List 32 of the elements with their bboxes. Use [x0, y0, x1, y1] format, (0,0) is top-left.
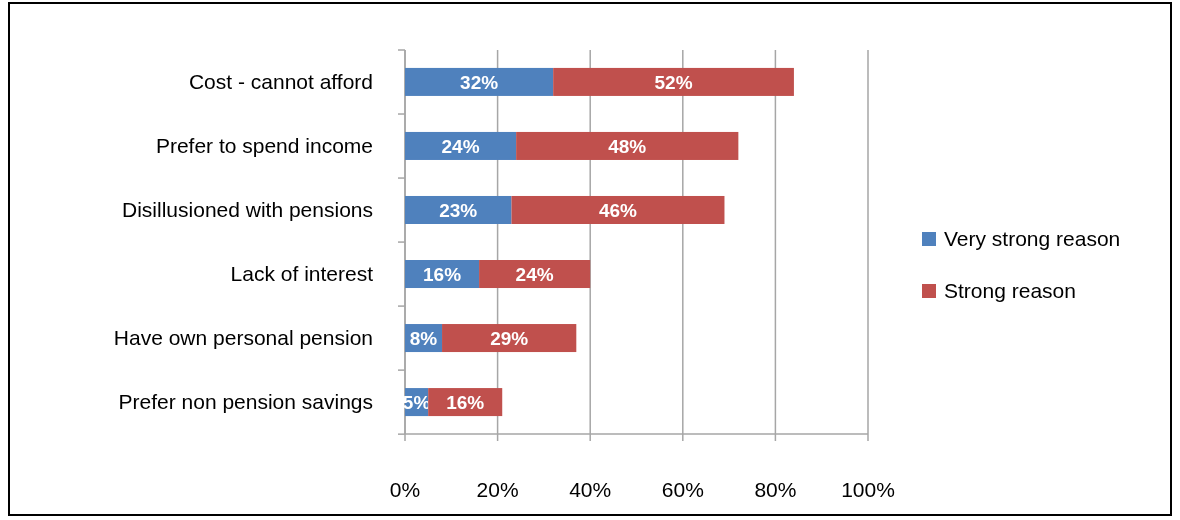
y-tick-label: Prefer to spend income	[155, 134, 373, 158]
y-tick-label: Have own personal pension	[113, 326, 373, 350]
x-tick-label: 20%	[476, 478, 519, 502]
bar	[516, 131, 739, 160]
y-tick-label: Lack of interest	[230, 262, 374, 286]
data-label: 46%	[598, 199, 638, 221]
data-label: 23%	[439, 199, 478, 221]
data-label: 16%	[423, 263, 462, 285]
data-label: 52%	[654, 71, 693, 93]
data-label: 24%	[441, 135, 480, 157]
x-tick-label: 40%	[569, 478, 612, 502]
data-label: 8%	[409, 327, 438, 349]
data-label: 24%	[515, 263, 554, 285]
x-tick-label: 0%	[389, 478, 421, 502]
bar	[405, 131, 517, 160]
bar	[553, 67, 794, 96]
x-tick-label: 80%	[754, 478, 797, 502]
data-label: 29%	[490, 327, 529, 349]
bar	[442, 324, 577, 353]
y-tick-label: Disillusioned with pensions	[122, 198, 373, 222]
x-tick-label: 60%	[661, 478, 704, 502]
bar	[479, 260, 591, 289]
legend-label: Very strong reason	[944, 227, 1121, 251]
bar	[511, 195, 725, 224]
legend-label: Strong reason	[944, 279, 1076, 303]
x-tick-label: 100%	[841, 478, 895, 502]
bar	[405, 67, 554, 96]
data-label: 16%	[446, 391, 485, 413]
data-label: 48%	[608, 135, 647, 157]
y-tick-label: Prefer non pension savings	[118, 390, 373, 414]
y-tick-label: Cost - cannot afford	[188, 70, 373, 94]
data-label: 32%	[460, 71, 499, 93]
